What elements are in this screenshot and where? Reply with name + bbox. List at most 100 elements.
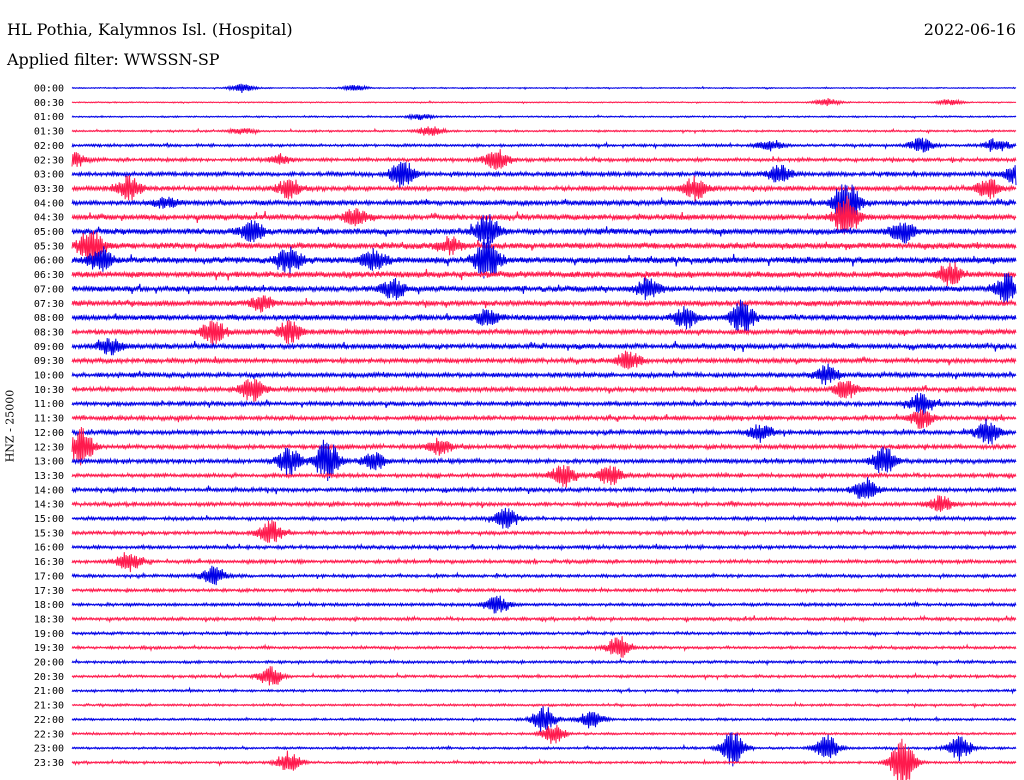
trace-row bbox=[71, 426, 1017, 466]
trace-row bbox=[71, 392, 1017, 416]
row-time-label: 20:00 bbox=[34, 658, 64, 669]
trace-row bbox=[71, 477, 1017, 499]
row-time-label: 13:00 bbox=[34, 457, 64, 468]
trace-row bbox=[71, 629, 1017, 638]
row-time-label: 00:30 bbox=[34, 98, 64, 109]
row-time-label: 07:00 bbox=[34, 284, 64, 295]
row-time-label: 11:30 bbox=[34, 414, 64, 425]
trace-row bbox=[71, 184, 1017, 227]
row-time-label: 19:00 bbox=[34, 629, 64, 640]
row-time-label: 01:30 bbox=[34, 127, 64, 138]
trace-row bbox=[71, 378, 1017, 402]
trace-row bbox=[71, 507, 1017, 529]
trace-row bbox=[71, 195, 1017, 235]
trace-row bbox=[71, 520, 1017, 543]
station-title: HL Pothia, Kalymnos Isl. (Hospital) bbox=[7, 20, 293, 39]
trace-row bbox=[71, 657, 1017, 667]
trace-row bbox=[71, 565, 1017, 586]
trace-row bbox=[71, 595, 1017, 614]
row-time-label: 04:00 bbox=[34, 198, 64, 209]
trace-row bbox=[71, 214, 1017, 248]
row-time-label: 08:30 bbox=[34, 327, 64, 338]
trace-row bbox=[71, 614, 1017, 624]
row-time-label: 02:30 bbox=[34, 155, 64, 166]
trace-row bbox=[71, 236, 1017, 279]
trace-row bbox=[71, 636, 1017, 658]
trace-row bbox=[71, 337, 1017, 356]
trace-row bbox=[71, 586, 1017, 595]
trace-row bbox=[71, 319, 1017, 346]
trace-row bbox=[71, 552, 1017, 573]
trace-row bbox=[71, 295, 1017, 313]
row-time-label: 15:00 bbox=[34, 514, 64, 525]
row-time-label: 01:00 bbox=[34, 112, 64, 123]
date-label: 2022-06-16 bbox=[923, 20, 1016, 39]
row-time-label: 23:30 bbox=[34, 758, 64, 769]
row-time-label: 10:00 bbox=[34, 371, 64, 382]
row-time-label: 08:00 bbox=[34, 313, 64, 324]
row-time-label: 12:30 bbox=[34, 442, 64, 453]
row-time-label: 17:00 bbox=[34, 571, 64, 582]
row-time-label: 10:30 bbox=[34, 385, 64, 396]
row-time-label: 22:30 bbox=[34, 729, 64, 740]
trace-row bbox=[71, 137, 1017, 153]
trace-row bbox=[71, 363, 1017, 386]
row-time-label: 05:00 bbox=[34, 227, 64, 238]
row-time-label: 12:00 bbox=[34, 428, 64, 439]
trace-row bbox=[71, 738, 1017, 780]
trace-row bbox=[71, 439, 1017, 482]
trace-row bbox=[71, 149, 1017, 170]
row-time-label: 15:30 bbox=[34, 528, 64, 539]
row-time-label: 18:30 bbox=[34, 614, 64, 625]
row-time-label: 16:30 bbox=[34, 557, 64, 568]
row-time-label: 21:00 bbox=[34, 686, 64, 697]
trace-row bbox=[71, 686, 1017, 695]
row-time-label: 06:00 bbox=[34, 256, 64, 267]
trace-row bbox=[71, 175, 1017, 202]
row-time-label: 18:00 bbox=[34, 600, 64, 611]
trace-row bbox=[71, 299, 1017, 334]
row-time-label: 05:30 bbox=[34, 241, 64, 252]
row-time-label: 09:30 bbox=[34, 356, 64, 367]
trace-row bbox=[71, 230, 1017, 263]
row-time-label: 23:00 bbox=[34, 744, 64, 755]
trace-row bbox=[71, 495, 1017, 512]
trace-row bbox=[71, 98, 1017, 107]
row-time-label: 17:30 bbox=[34, 586, 64, 597]
trace-row bbox=[71, 262, 1017, 287]
trace-row bbox=[71, 732, 1017, 767]
trace-row bbox=[71, 418, 1017, 445]
filter-label: Applied filter: WWSSN-SP bbox=[7, 50, 220, 69]
row-time-label: 16:00 bbox=[34, 543, 64, 554]
trace-row bbox=[71, 273, 1017, 304]
trace-row bbox=[71, 126, 1017, 136]
row-time-label: 06:30 bbox=[34, 270, 64, 281]
trace-row bbox=[71, 724, 1017, 744]
row-time-label: 03:30 bbox=[34, 184, 64, 195]
trace-row bbox=[71, 701, 1017, 709]
trace-row bbox=[71, 113, 1017, 121]
trace-row bbox=[71, 83, 1017, 94]
row-time-label: 09:00 bbox=[34, 342, 64, 353]
trace-row bbox=[71, 465, 1017, 488]
row-time-label: 13:30 bbox=[34, 471, 64, 482]
row-time-label: 14:30 bbox=[34, 500, 64, 511]
row-time-label: 02:00 bbox=[34, 141, 64, 152]
row-time-label: 22:00 bbox=[34, 715, 64, 726]
row-time-label: 20:30 bbox=[34, 672, 64, 683]
trace-row bbox=[71, 706, 1017, 733]
row-time-label: 14:00 bbox=[34, 485, 64, 496]
trace-row bbox=[71, 350, 1017, 370]
row-time-label: 11:00 bbox=[34, 399, 64, 410]
row-time-label: 04:30 bbox=[34, 213, 64, 224]
trace-row bbox=[71, 666, 1017, 686]
trace-row bbox=[71, 542, 1017, 552]
row-time-label: 00:00 bbox=[34, 84, 64, 95]
row-time-label: 21:30 bbox=[34, 701, 64, 712]
row-time-label: 19:30 bbox=[34, 643, 64, 654]
trace-row bbox=[71, 161, 1017, 189]
row-time-label: 03:00 bbox=[34, 170, 64, 181]
trace-row bbox=[71, 408, 1017, 430]
row-time-label: 07:30 bbox=[34, 299, 64, 310]
